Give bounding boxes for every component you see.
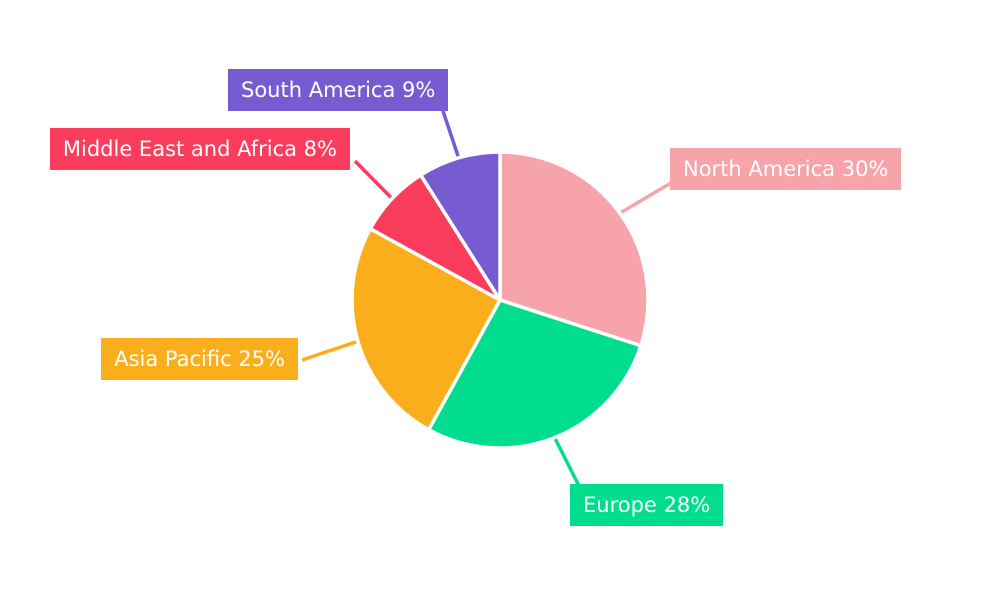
pie-slice-north-america[interactable] [498,150,650,348]
pie-slice-asia-pacific[interactable] [350,226,502,432]
pie-slice-south-america[interactable] [418,150,502,302]
connector-europe [552,434,582,489]
label-middle-east-and-africa[interactable]: Middle East and Africa 8% [49,128,350,170]
connector-middle-east-and-africa [353,159,395,202]
label-asia-pacific[interactable]: Asia Pacific 25% [101,338,298,380]
label-north-america[interactable]: North America 30% [670,148,902,190]
connector-north-america [617,178,677,216]
label-europe[interactable]: Europe 28% [570,484,724,526]
pie-slice-europe[interactable] [426,298,643,450]
connector-asia-pacific [301,339,361,362]
connector-south-america [440,107,461,161]
label-south-america[interactable]: South America 9% [228,69,449,111]
